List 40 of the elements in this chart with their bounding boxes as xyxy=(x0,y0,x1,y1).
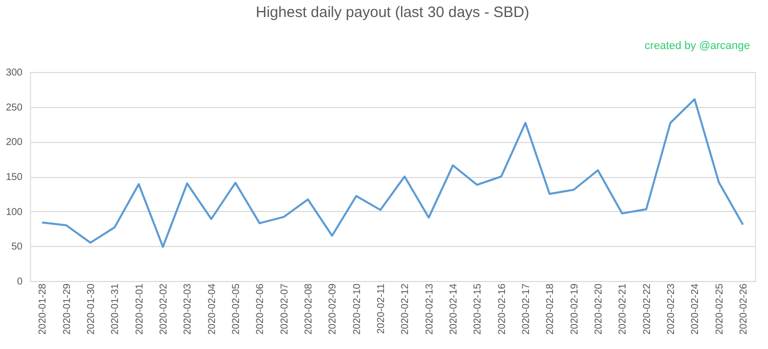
y-tick-label: 300 xyxy=(6,68,23,78)
x-tick-label: 2020-02-26 xyxy=(738,283,750,335)
x-tick-label: 2020-02-01 xyxy=(134,283,146,335)
x-tick-label: 2020-01-28 xyxy=(38,283,49,335)
x-tick-label: 2020-02-20 xyxy=(593,283,604,335)
x-tick-label: 2020-02-07 xyxy=(279,283,290,335)
x-tick-label: 2020-02-06 xyxy=(255,283,266,335)
x-tick-label: 2020-01-29 xyxy=(62,283,73,335)
chart-title: Highest daily payout (last 30 days - SBD) xyxy=(256,4,530,21)
x-tick-label: 2020-02-05 xyxy=(230,283,242,335)
x-tick-label: 2020-02-23 xyxy=(666,283,677,335)
line-series xyxy=(41,98,744,248)
y-tick-label: 0 xyxy=(16,276,23,288)
x-tick-label: 2020-02-25 xyxy=(714,283,726,335)
y-tick-label: 250 xyxy=(6,102,23,114)
x-tick-label: 2020-02-03 xyxy=(182,283,194,335)
x-tick-label: 2020-02-14 xyxy=(448,283,460,335)
x-tick-label: 2020-02-17 xyxy=(520,283,532,335)
x-tick-label: 2020-02-22 xyxy=(642,283,653,335)
x-tick-label: 2020-02-18 xyxy=(545,283,556,335)
x-tick-label: 2020-02-21 xyxy=(618,283,629,335)
x-tick-label: 2020-01-31 xyxy=(110,283,122,335)
y-tick-label: 50 xyxy=(11,242,23,253)
x-tick-label: 2020-02-08 xyxy=(303,283,314,335)
x-tick-label: 2020-02-16 xyxy=(496,283,508,335)
x-tick-label: 2020-02-04 xyxy=(206,283,218,335)
x-tick-label: 2020-02-19 xyxy=(569,283,580,335)
x-tick-label: 2020-02-09 xyxy=(328,283,339,335)
x-tick-label: 2020-02-11 xyxy=(376,283,387,334)
x-tick-label: 2020-02-24 xyxy=(690,283,702,335)
x-tick-label: 2020-02-15 xyxy=(472,283,484,335)
x-tick-label: 2020-01-30 xyxy=(86,283,97,335)
x-tick-label: 2020-02-12 xyxy=(400,283,412,335)
x-tick-label: 2020-02-10 xyxy=(352,283,363,335)
x-tick-label: 2020-02-02 xyxy=(158,283,170,335)
y-tick-label: 100 xyxy=(6,206,23,218)
y-tick-label: 200 xyxy=(6,137,23,148)
text: created by @arcange xyxy=(644,40,750,52)
y-tick-label: 150 xyxy=(6,172,23,183)
x-tick-label: 2020-02-13 xyxy=(424,283,436,335)
